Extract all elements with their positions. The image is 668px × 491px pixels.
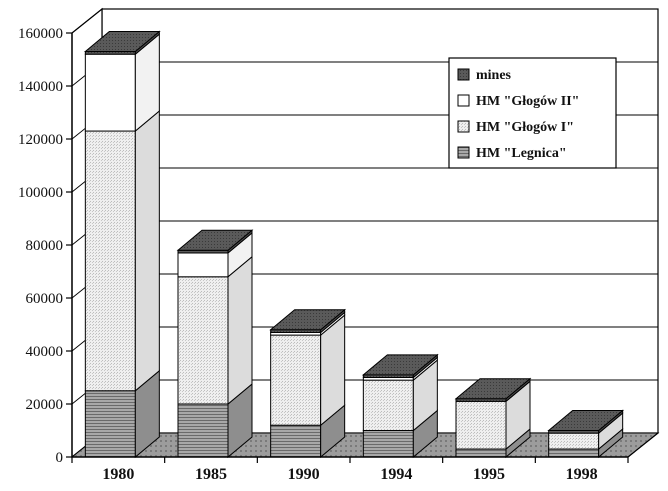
legend-label: HM "Głogów I"	[476, 120, 574, 135]
x-axis: 1980 1985 1990 1994 1995 1998	[71, 432, 659, 483]
bar-segment-side	[227, 255, 253, 406]
bar-segment-front	[362, 430, 414, 458]
y-tick-label: 120000	[18, 132, 63, 148]
y-tick-label: 60000	[26, 291, 64, 307]
legend-swatch	[457, 94, 470, 107]
legend-swatch	[457, 146, 470, 159]
legend-swatch	[457, 120, 470, 133]
bar-segment-front	[270, 424, 322, 458]
bar-segment-front	[455, 448, 507, 458]
bar-segment-front	[177, 403, 229, 458]
x-tick-label: 1995	[473, 466, 505, 483]
y-tick-label: 20000	[26, 397, 64, 413]
bar-segment-front	[84, 53, 136, 132]
legend: mines HM "Głogów II" HM "Głogów I" HM "Legn…	[448, 57, 617, 169]
bar-segment-front	[177, 252, 229, 278]
bar-segment-front	[455, 400, 507, 450]
gridline-side	[71, 8, 103, 34]
x-axis-edge	[627, 432, 659, 458]
bar-top	[454, 378, 532, 400]
bar-1980	[83, 30, 161, 459]
bar-1998	[547, 409, 625, 459]
legend-box	[448, 57, 617, 169]
bar-segment-front	[84, 390, 136, 458]
bar-1995	[454, 377, 532, 459]
x-tick-label: 1980	[102, 466, 134, 483]
legend-swatch	[457, 68, 470, 81]
bar-segment-side	[134, 109, 160, 392]
bar-1994	[361, 353, 439, 459]
y-tick-label: 160000	[18, 26, 63, 42]
bar-top	[176, 229, 254, 251]
y-tick-label: 80000	[26, 238, 64, 254]
bar-segment-front	[362, 379, 414, 431]
legend-label: mines	[476, 68, 512, 83]
x-tick-label: 1994	[380, 466, 412, 483]
bar-1985	[176, 229, 254, 459]
legend-label: HM "Legnica"	[476, 146, 567, 161]
bar-segment-front	[84, 130, 136, 392]
bar-segment-front	[177, 276, 229, 405]
y-tick-label: 100000	[18, 185, 63, 201]
bar-top	[361, 354, 439, 376]
y-axis: 0 20000 40000 60000 80000 100000 120000 140000 1…	[18, 26, 73, 466]
bar-top	[269, 309, 347, 331]
bar-segment-front	[548, 432, 600, 450]
bar-1990	[269, 308, 347, 459]
legend-label: HM "Głogów II"	[476, 94, 579, 109]
x-tick-label: 1998	[566, 466, 598, 483]
bar-top	[83, 31, 161, 53]
y-tick-label: 0	[56, 450, 64, 466]
y-tick-label: 40000	[26, 344, 64, 360]
bar-segment-front	[270, 334, 322, 426]
x-tick-label: 1985	[195, 466, 227, 483]
y-tick-label: 140000	[18, 79, 63, 95]
bar-top	[547, 410, 625, 431]
x-tick-label: 1990	[288, 466, 320, 483]
bar-segment-front	[548, 448, 600, 458]
bars	[83, 30, 625, 459]
